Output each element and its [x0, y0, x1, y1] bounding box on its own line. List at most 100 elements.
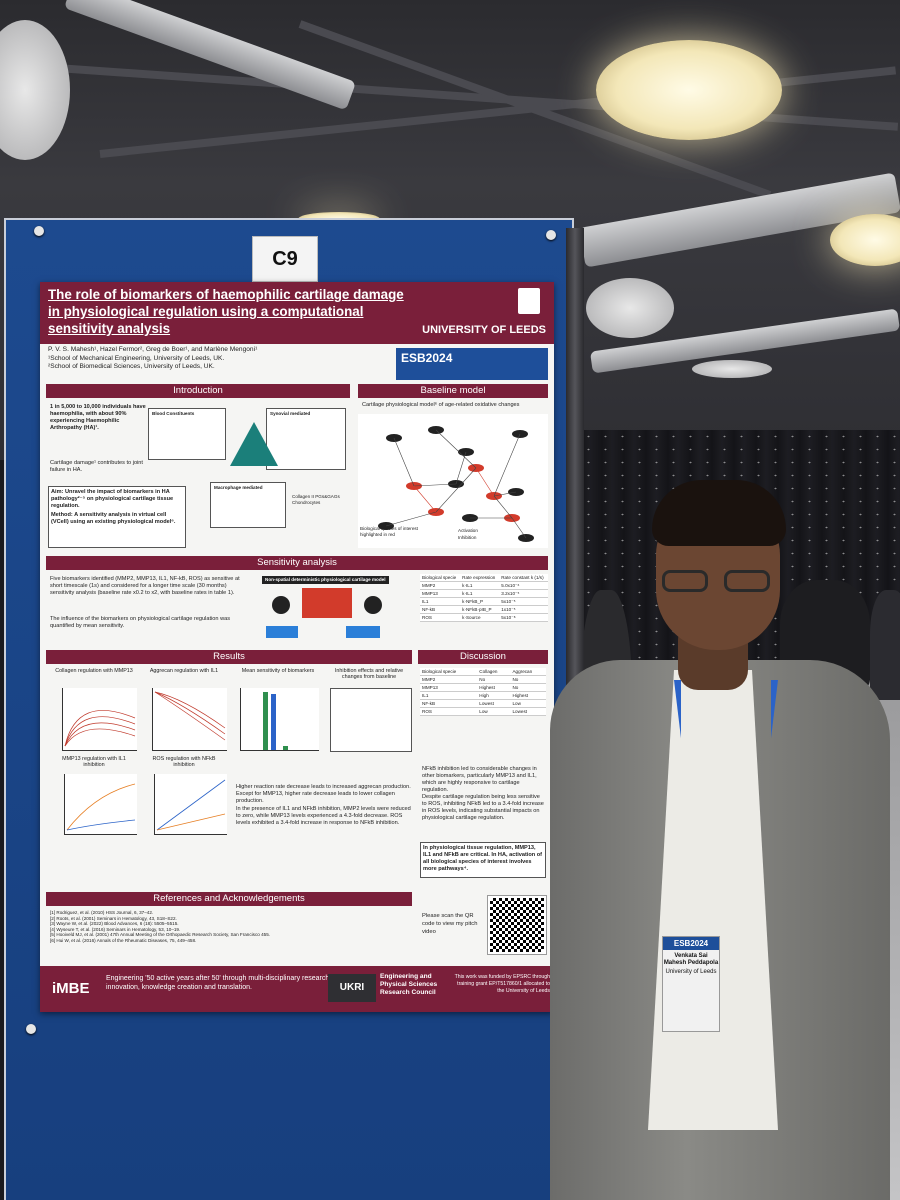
discussion-table-cell: High [477, 691, 511, 700]
push-pin [546, 230, 556, 240]
funding-statement: This work was funded by EPSRC through tr… [454, 974, 550, 994]
affiliation: ¹School of Mechanical Engineering, Unive… [48, 354, 225, 362]
discussion-table-cell: No [477, 675, 511, 684]
university-crest-icon [518, 288, 540, 314]
discussion-point-1: NFkB inhibition led to considerable chan… [422, 766, 537, 793]
reference-item: [3] Wayne W, et al. (2022) Blood Advance… [50, 921, 179, 927]
reference-item: [6] Hui W, et al. (2016) Annals of the R… [50, 937, 197, 943]
poster-title: The role of biomarkers of haemophilic ca… [48, 287, 404, 336]
section-header-results: Results [46, 650, 412, 664]
affiliation: ²School of Biomedical Sciences, Universi… [48, 363, 215, 370]
ceiling-lamp [830, 214, 900, 266]
rate-table-cell: 3.2x10⁻⁵ [499, 589, 548, 598]
rate-table-cell: MMP2 [420, 581, 461, 590]
plot-title: Inhibition effects and relative changes … [334, 668, 404, 680]
baseline-legend-species: Biological species of interest highlight… [360, 526, 418, 537]
glasses-lens [662, 570, 708, 592]
imbe-tagline: Engineering '50 active years after 50' t… [106, 975, 332, 991]
plot-title: MMP13 regulation with IL1 inhibition [62, 756, 126, 768]
aggrecan-curves [154, 691, 226, 741]
reference-item: [2] Roots, et al. (2001) Seminars in Hem… [50, 915, 177, 921]
author-block: P. V. S. Mahesh¹, Hazel Fermor², Greg de… [48, 346, 378, 372]
badge-org: University of Leeds [665, 969, 717, 975]
qr-instructions: Please scan the QR code to view my pitch… [422, 913, 478, 935]
collagen-curves [64, 710, 136, 747]
presenter-shirt [648, 670, 778, 1130]
rate-table-cell: k·IL1 [460, 581, 500, 590]
discussion-table-cell: Highest [477, 683, 511, 692]
sensitivity-bar [271, 694, 276, 750]
rate-table-cell: IL1 [420, 597, 461, 606]
interplay-box [266, 626, 298, 638]
discussion-table-cell: Low [477, 707, 511, 716]
reference-item: [4] Wyseure T, et al. (2016) Seminars in… [50, 926, 181, 932]
collagen-plot [62, 688, 137, 751]
reference-item: [5] Hooiveld MJ, et al. (2001) 47th Annu… [50, 932, 271, 938]
network-edges [385, 429, 527, 539]
rate-table-cell: 5.0x10⁻⁶ [499, 581, 548, 590]
discussion-point-2: Despite cartilage regulation being less … [422, 794, 544, 821]
ros-curves [156, 779, 226, 831]
badge-event: ESB2024 [663, 937, 719, 950]
intro-stat: 1 in 5,000 to 10,000 individuals have ha… [50, 404, 146, 431]
network-node [428, 426, 444, 434]
sensitivity-bar [263, 692, 268, 750]
ceiling-speaker [586, 278, 674, 338]
sensitivity-diagram-title: Non-spatial deterministic physiological … [262, 576, 389, 584]
sensitivity-text-2: The influence of the biomarkers on physi… [50, 616, 231, 629]
discussion-table: Biological specie Collagen Aggrecan MMP2 No… [420, 668, 546, 716]
name-badge: ESB2024 Venkata Sai Mahesh Peddapola Uni… [662, 936, 720, 1032]
mmp13-curves [66, 783, 136, 831]
section-header-introduction: Introduction [46, 384, 350, 398]
discussion-table-cell: No [510, 675, 546, 684]
discussion-table-cell: ROS [420, 707, 478, 716]
discussion-table-cell: Highest [510, 691, 546, 700]
imbe-logo: iMBE [52, 980, 90, 997]
plot-title: Aggrecan regulation with IL1 [149, 668, 219, 674]
discussion-table-header: Collagen [477, 668, 511, 676]
rate-table-cell: k·NFkB_P [460, 597, 500, 606]
rate-table-header: Biological specie [420, 574, 461, 582]
discussion-table-cell: MMP2 [420, 675, 478, 684]
ros-inhibition-plot [154, 774, 227, 835]
cartilage-triangle-icon [230, 422, 278, 466]
results-bullet-1: Higher reaction rate decrease leads to i… [236, 784, 411, 804]
discussion-table-cell: MMP13 [420, 683, 478, 692]
intro-aim: Aim: Unravel the impact of biomarkers in… [51, 489, 174, 509]
blood-constituents-box: Blood Constituents [148, 408, 226, 460]
qr-code-icon[interactable] [487, 895, 547, 955]
ceiling-duct [63, 0, 357, 111]
macrophage-label: Macrophage mediated [214, 485, 263, 490]
discussion-table-header: Aggrecan [510, 668, 546, 676]
push-pin [26, 1024, 36, 1034]
presenter: ESB2024 Venkata Sai Mahesh Peddapola Uni… [540, 470, 900, 1200]
epsrc-name: Engineering and Physical Sciences Resear… [380, 973, 438, 996]
discussion-table-cell: Lowest [477, 699, 511, 708]
rate-table-cell: k·NFkB·pIB_P [460, 605, 500, 614]
intro-cartilage: Cartilage damage¹ contributes to joint f… [50, 460, 143, 473]
mmp13-inhibition-plot [64, 774, 137, 835]
synovial-box: Synovial mediated [266, 408, 346, 470]
plot-title: Mean sensitivity of biomarkers [241, 668, 315, 674]
section-header-sensitivity: Sensitivity analysis [46, 556, 548, 570]
discussion-conclusion: In physiological tissue regulation, MMP1… [423, 845, 543, 872]
reference-item: [1] Rodriguez, et al. (2010) HSS Journal… [50, 910, 154, 915]
discussion-table-cell: NF-kB [420, 699, 478, 708]
rate-table-header: Rate expression [460, 574, 500, 582]
rate-table-cell: 1x10⁻⁵ [499, 605, 548, 614]
rate-table-cell: 5x10⁻⁸ [499, 613, 548, 622]
rate-constants-box [302, 588, 352, 618]
results-bullet-2: In the presence of IL1 and NFkB inhibiti… [236, 806, 411, 826]
sensitivity-bar [283, 746, 288, 750]
rate-table-cell: ROS [420, 613, 461, 622]
badge-name: Venkata Sai Mahesh Peddapola [663, 953, 719, 966]
university-name: UNIVERSITY OF LEEDS [422, 324, 546, 336]
discussion-table-cell: IL1 [420, 691, 478, 700]
discussion-table-cell: No [510, 683, 546, 692]
aggrecan-plot [152, 688, 227, 751]
discussion-table-cell: Low [510, 699, 546, 708]
baseline-caption: Cartilage physiological model⁶ of age-re… [362, 402, 520, 408]
section-header-references: References and Acknowledgements [46, 892, 412, 906]
intro-method: Method: A sensitivity analysis in virtua… [51, 512, 176, 525]
